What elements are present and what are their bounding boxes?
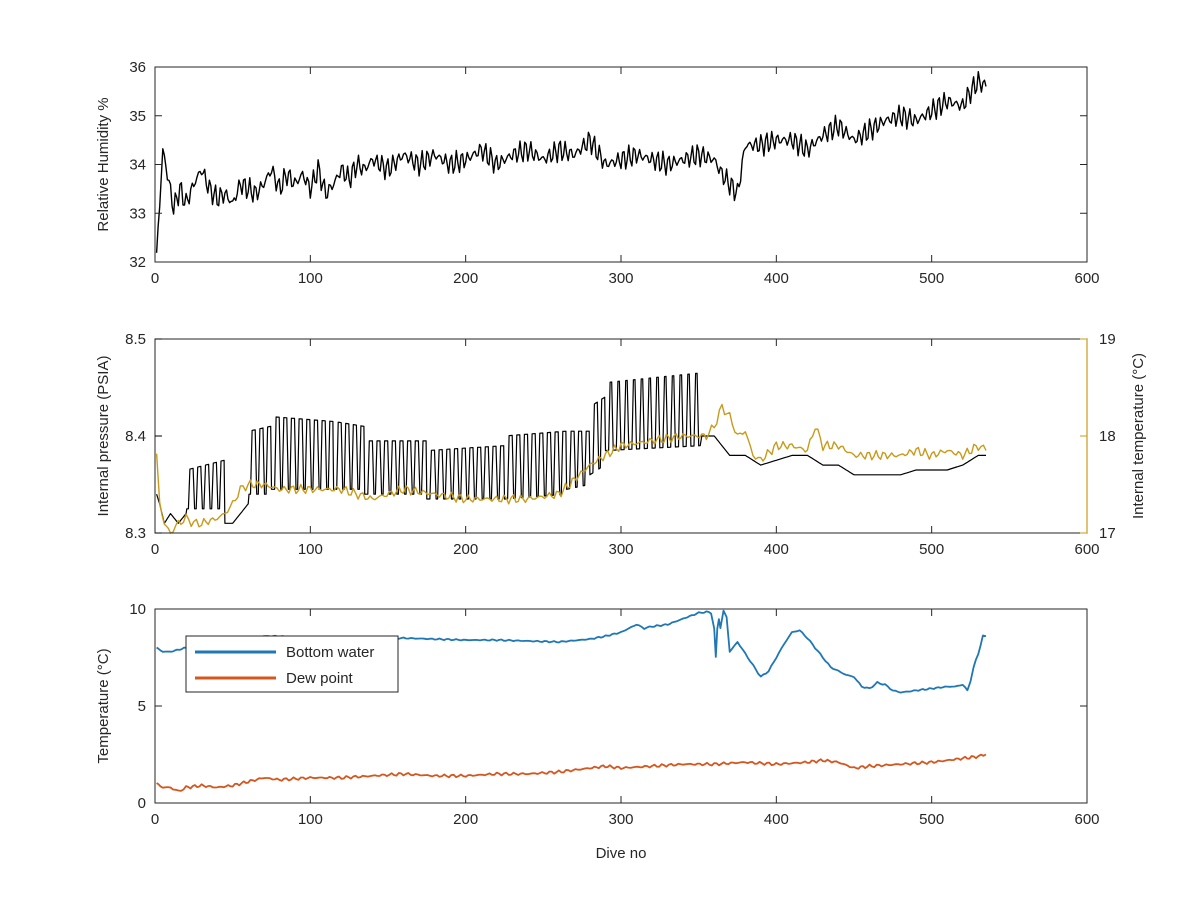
y-tick-label: 5 <box>138 698 146 715</box>
x-tick-label: 0 <box>151 270 159 287</box>
humidity-panel: 0 100 200 300 400 500 600 32 33 34 35 36 Relative Hu… <box>95 59 1100 287</box>
right-y-axis-label: Internal temperature (°C) <box>1130 353 1147 519</box>
right-y-tick-label: 17 <box>1099 525 1116 542</box>
x-tick-label: 400 <box>764 541 789 558</box>
x-tick-label: 0 <box>151 541 159 558</box>
y-tick-label: 33 <box>129 205 146 222</box>
x-axis-label: Dive no <box>596 845 647 862</box>
right-y-tick-label: 18 <box>1099 428 1116 445</box>
x-tick-label: 100 <box>298 541 323 558</box>
x-tick-label: 600 <box>1074 270 1099 287</box>
y-axis-label: Relative Humidity % <box>95 97 112 231</box>
x-tick-label: 600 <box>1074 541 1099 558</box>
y-tick-label: 10 <box>129 601 146 618</box>
series-pressure-0-line <box>156 372 986 524</box>
right-y-tick-label: 19 <box>1099 331 1116 348</box>
y-axis-label: Internal pressure (PSIA) <box>95 356 112 517</box>
legend-box <box>185 635 399 693</box>
series-temperature-1-line <box>156 753 987 792</box>
y-tick-label: 34 <box>129 157 146 174</box>
y-tick-label: 8.3 <box>125 525 146 542</box>
y-axis-label: Temperature (°C) <box>95 648 112 763</box>
series-humidity-0-line <box>155 70 987 253</box>
x-tick-label: 200 <box>453 541 478 558</box>
legend: Bottom water Dew point <box>185 635 399 693</box>
x-tick-label: 100 <box>298 270 323 287</box>
series-pressure-1-line <box>155 403 987 534</box>
x-tick-label: 400 <box>764 270 789 287</box>
x-tick-label: 100 <box>298 811 323 828</box>
x-tick-label: 300 <box>608 541 633 558</box>
x-tick-label: 500 <box>919 811 944 828</box>
x-tick-label: 400 <box>764 811 789 828</box>
x-tick-label: 200 <box>453 270 478 287</box>
y-tick-label: 8.4 <box>125 428 146 445</box>
legend-label-bottom-water: Bottom water <box>286 644 374 661</box>
y-tick-label: 0 <box>138 795 146 812</box>
x-tick-label: 600 <box>1074 811 1099 828</box>
y-tick-label: 35 <box>129 108 146 125</box>
x-tick-label: 300 <box>608 270 633 287</box>
y-tick-label: 32 <box>129 254 146 271</box>
x-tick-label: 500 <box>919 270 944 287</box>
temperature-panel: 0 100 200 300 400 500 600 0 5 10 Temperature (°C) D… <box>95 601 1100 862</box>
x-tick-label: 0 <box>151 811 159 828</box>
y-tick-label: 36 <box>129 59 146 76</box>
x-tick-label: 200 <box>453 811 478 828</box>
x-tick-label: 500 <box>919 541 944 558</box>
y-tick-label: 8.5 <box>125 331 146 348</box>
x-tick-label: 300 <box>608 811 633 828</box>
legend-label-dew-point: Dew point <box>286 670 354 687</box>
pressure-temperature-panel: 0 100 200 300 400 500 600 8.3 8.4 8.5 Internal pre… <box>95 331 1147 558</box>
